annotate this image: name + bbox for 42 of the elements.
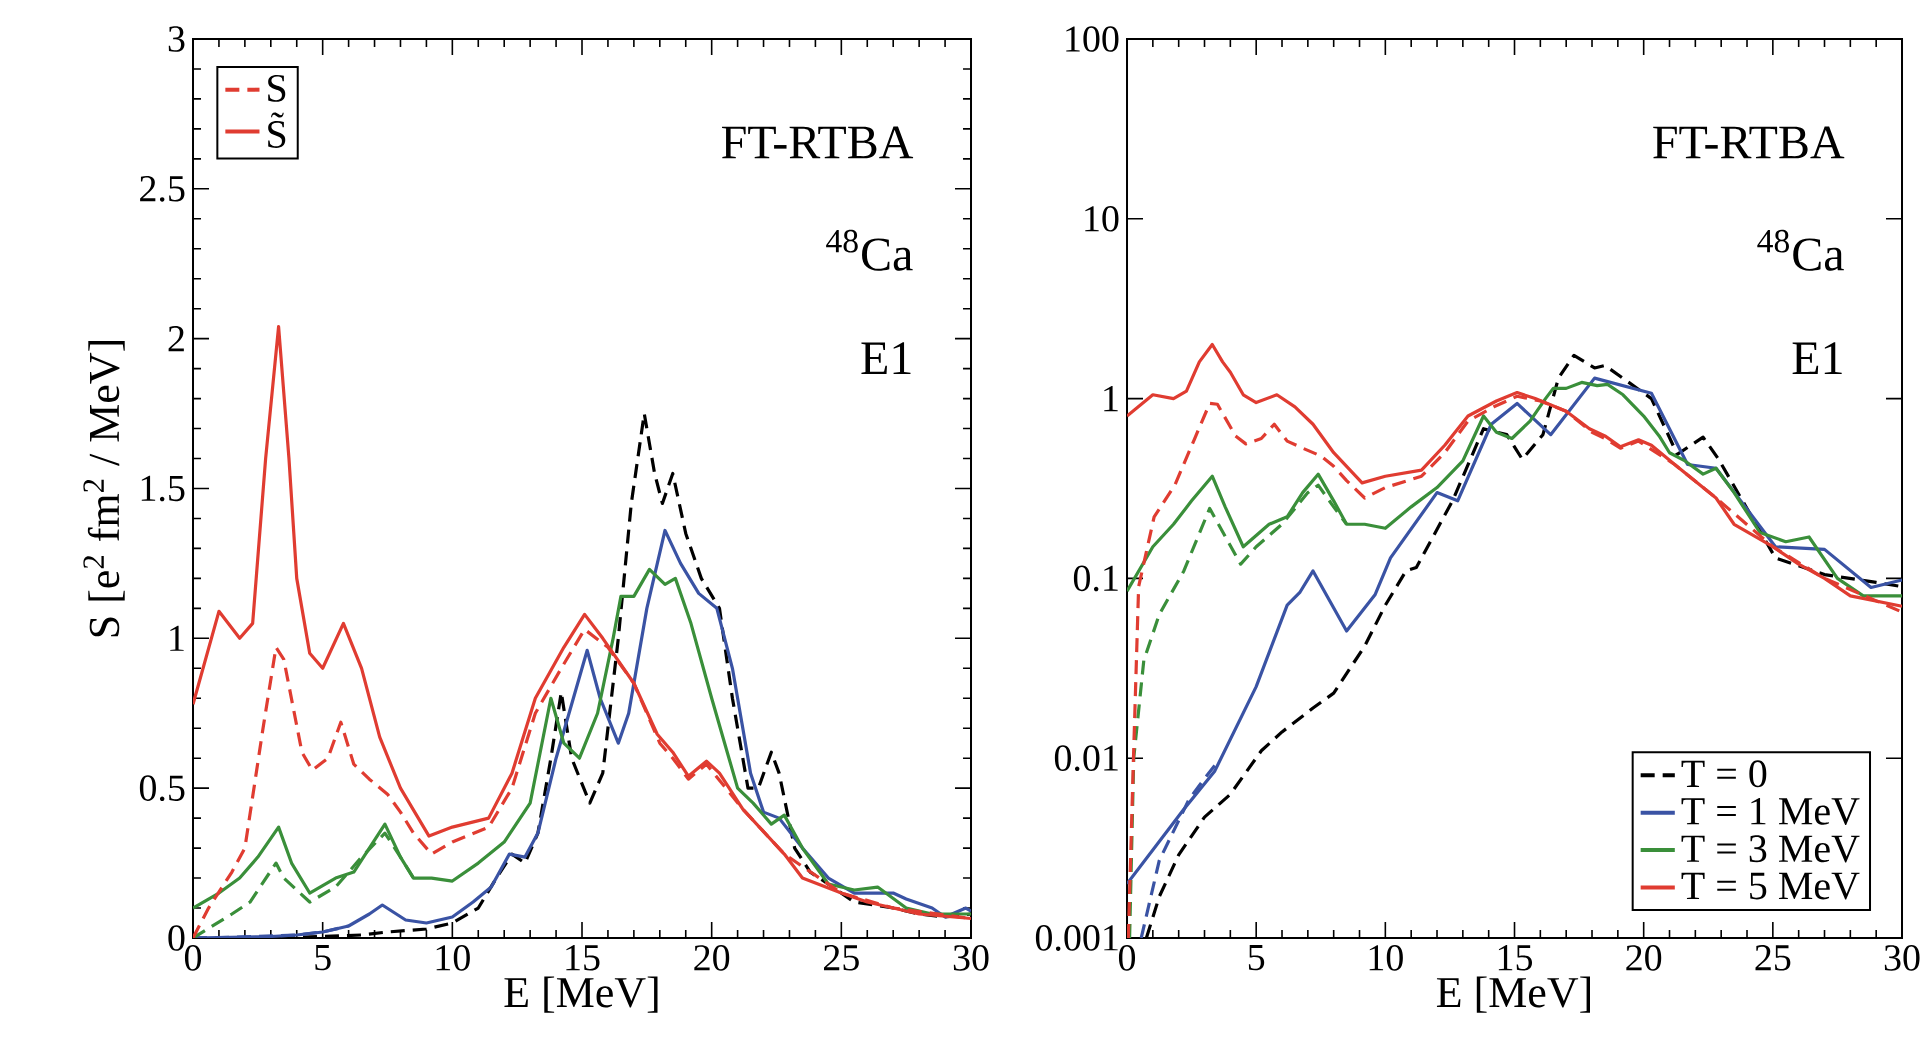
annotation: FT-RTBA	[722, 126, 914, 159]
y-axis-title: S [e$^{2}$ fm$^{2}$ / MeV]	[83, 340, 125, 637]
x-tick-label: 15	[566, 945, 600, 971]
y-tick-label: 10	[1085, 206, 1119, 232]
x-tick-label: 25	[824, 945, 859, 971]
annotation: E1	[1792, 342, 1842, 374]
y-tick-label: 0.01	[1054, 745, 1118, 772]
annotation: $^{48}$Ca	[826, 229, 913, 271]
x-axis-title: E [MeV]	[504, 976, 658, 1013]
x-tick-label: 15	[1498, 945, 1533, 971]
x-tick-label: 10	[436, 945, 470, 971]
x-tick-label: 25	[1755, 945, 1791, 971]
annotation: $^{48}$Ca	[1757, 229, 1844, 271]
annotation: E1	[861, 342, 911, 374]
x-tick-label: 0	[1118, 945, 1136, 971]
x-axis-title: E [MeV]	[1436, 976, 1590, 1013]
x-tick-label: 5	[315, 945, 331, 971]
x-tick-label: 10	[1369, 945, 1403, 971]
x-tick-label: 20	[1626, 945, 1662, 971]
y-tick-label: 0.1	[1073, 565, 1118, 592]
y-tick-label: 100	[1066, 26, 1119, 52]
legend-label: S̃	[268, 112, 286, 148]
y-tick-label: 1	[170, 625, 184, 651]
y-tick-label: 1	[1104, 386, 1118, 412]
y-tick-label: 0	[168, 925, 185, 951]
x-tick-label: 20	[694, 945, 730, 971]
legend-label: T = 3 MeV	[1681, 835, 1860, 863]
y-tick-label: 3	[168, 26, 185, 52]
y-tick-label: 0.5	[139, 775, 185, 802]
y-tick-label: 2.5	[140, 175, 185, 202]
legend-label: T = 5 MeV	[1681, 872, 1860, 900]
legend-label: T = 0	[1681, 760, 1767, 788]
legend-label: S	[268, 74, 286, 102]
x-tick-label: 30	[953, 945, 989, 971]
legend-label: T = 1 MeV	[1681, 797, 1860, 825]
annotation: FT-RTBA	[1653, 126, 1845, 159]
y-tick-label: 2	[168, 326, 184, 352]
x-tick-label: 30	[1884, 945, 1920, 971]
y-tick-label: 0.001	[1035, 925, 1118, 951]
x-tick-label: 0	[184, 945, 202, 971]
y-tick-label: 1.5	[141, 475, 185, 502]
x-tick-label: 5	[1248, 945, 1265, 971]
